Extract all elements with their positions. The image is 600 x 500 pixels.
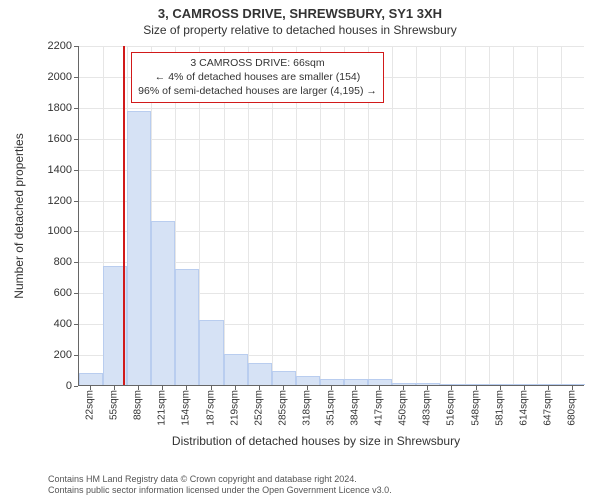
xtick-label: 647sqm <box>542 390 553 426</box>
ytick-mark <box>74 386 78 387</box>
gridline-v <box>392 46 393 385</box>
xtick-label: 55sqm <box>109 390 120 420</box>
x-axis-label: Distribution of detached houses by size … <box>48 434 584 448</box>
annotation-line: ← 4% of detached houses are smaller (154… <box>138 70 377 84</box>
gridline-h <box>79 201 584 202</box>
xtick-label: 614sqm <box>518 390 529 426</box>
marker-line <box>123 46 125 385</box>
xtick-label: 285sqm <box>277 390 288 426</box>
xtick-label: 252sqm <box>253 390 264 426</box>
ytick-mark <box>74 262 78 263</box>
ytick-mark <box>74 46 78 47</box>
chart: Number of detached properties 3 CAMROSS … <box>48 46 584 426</box>
histogram-bar <box>248 363 272 385</box>
page-subtitle: Size of property relative to detached ho… <box>0 21 600 37</box>
xtick-label: 548sqm <box>470 390 481 426</box>
xtick-label: 516sqm <box>446 390 457 426</box>
histogram-bar <box>272 371 296 385</box>
xtick-label: 318sqm <box>301 390 312 426</box>
footer: Contains HM Land Registry data © Crown c… <box>48 474 590 497</box>
gridline-v <box>489 46 490 385</box>
page: 3, CAMROSS DRIVE, SHREWSBURY, SY1 3XH Si… <box>0 0 600 500</box>
footer-line: Contains public sector information licen… <box>48 485 590 496</box>
xtick-label: 581sqm <box>494 390 505 426</box>
xtick-label: 384sqm <box>350 390 361 426</box>
xtick-label: 154sqm <box>181 390 192 426</box>
xtick-label: 680sqm <box>566 390 577 426</box>
xtick-label: 417sqm <box>374 390 385 426</box>
ytick-mark <box>74 108 78 109</box>
histogram-bar <box>296 376 320 385</box>
gridline-v <box>416 46 417 385</box>
annotation-line: 96% of semi-detached houses are larger (… <box>138 84 377 98</box>
histogram-bar <box>344 379 368 385</box>
xtick-label: 450sqm <box>398 390 409 426</box>
plot-area: 3 CAMROSS DRIVE: 66sqm← 4% of detached h… <box>78 46 584 386</box>
ytick-mark <box>74 231 78 232</box>
page-title: 3, CAMROSS DRIVE, SHREWSBURY, SY1 3XH <box>0 0 600 21</box>
footer-line: Contains HM Land Registry data © Crown c… <box>48 474 590 485</box>
gridline-v <box>537 46 538 385</box>
xtick-label: 219sqm <box>229 390 240 426</box>
ytick-label: 1800 <box>32 102 72 114</box>
histogram-bar <box>416 383 440 385</box>
ytick-mark <box>74 324 78 325</box>
ytick-mark <box>74 139 78 140</box>
histogram-bar <box>320 379 344 385</box>
histogram-bar <box>537 384 561 385</box>
gridline-v <box>513 46 514 385</box>
xtick-label: 121sqm <box>157 390 168 426</box>
ytick-label: 200 <box>32 349 72 361</box>
histogram-bar <box>151 221 175 385</box>
gridline-v <box>561 46 562 385</box>
histogram-bar <box>465 384 489 385</box>
histogram-bar <box>175 269 199 385</box>
ytick-label: 1600 <box>32 133 72 145</box>
histogram-bar <box>79 373 103 385</box>
ytick-label: 1200 <box>32 195 72 207</box>
histogram-bar <box>561 384 585 385</box>
xtick-label: 483sqm <box>422 390 433 426</box>
histogram-bar <box>368 379 392 385</box>
ytick-label: 800 <box>32 256 72 268</box>
gridline-v <box>465 46 466 385</box>
ytick-label: 400 <box>32 318 72 330</box>
histogram-bar <box>127 111 151 385</box>
gridline-h <box>79 170 584 171</box>
ytick-label: 1400 <box>32 164 72 176</box>
ytick-label: 0 <box>32 380 72 392</box>
ytick-mark <box>74 355 78 356</box>
ytick-label: 2000 <box>32 71 72 83</box>
ytick-mark <box>74 170 78 171</box>
ytick-label: 2200 <box>32 40 72 52</box>
ytick-mark <box>74 293 78 294</box>
histogram-bar <box>489 384 513 385</box>
xtick-label: 187sqm <box>205 390 216 426</box>
ytick-mark <box>74 77 78 78</box>
gridline-h <box>79 139 584 140</box>
histogram-bar <box>513 384 537 385</box>
y-axis-label: Number of detached properties <box>12 133 26 298</box>
xtick-label: 22sqm <box>85 390 96 420</box>
annotation-line: 3 CAMROSS DRIVE: 66sqm <box>138 56 377 70</box>
xtick-label: 351sqm <box>326 390 337 426</box>
histogram-bar <box>392 383 416 385</box>
ytick-label: 600 <box>32 287 72 299</box>
gridline-h <box>79 46 584 47</box>
histogram-bar <box>224 354 248 385</box>
histogram-bar <box>440 384 464 385</box>
ytick-label: 1000 <box>32 225 72 237</box>
xtick-label: 88sqm <box>133 390 144 420</box>
annotation-box: 3 CAMROSS DRIVE: 66sqm← 4% of detached h… <box>131 52 384 103</box>
histogram-bar <box>199 320 223 385</box>
gridline-h <box>79 108 584 109</box>
ytick-mark <box>74 201 78 202</box>
gridline-v <box>440 46 441 385</box>
